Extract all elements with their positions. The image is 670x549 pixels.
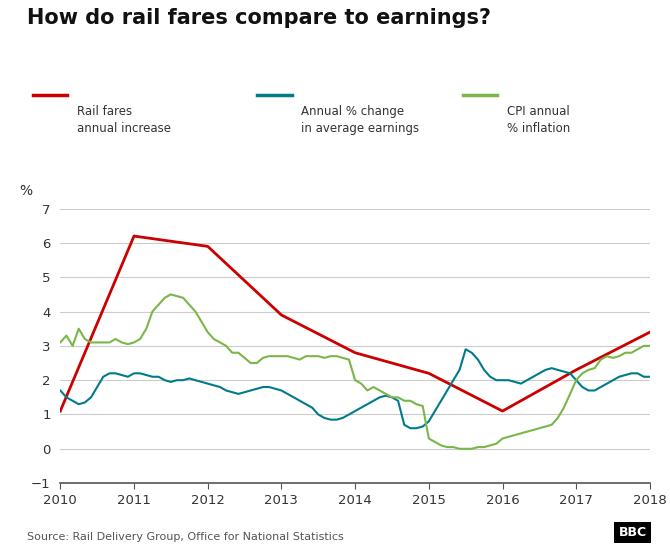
Text: Annual % change
in average earnings: Annual % change in average earnings xyxy=(301,105,419,136)
Text: BBC: BBC xyxy=(618,526,647,539)
Text: CPI annual
% inflation: CPI annual % inflation xyxy=(507,105,570,136)
Text: Source: Rail Delivery Group, Office for National Statistics: Source: Rail Delivery Group, Office for … xyxy=(27,532,344,542)
Text: %: % xyxy=(19,183,32,198)
Text: Rail fares
annual increase: Rail fares annual increase xyxy=(76,105,171,136)
Text: How do rail fares compare to earnings?: How do rail fares compare to earnings? xyxy=(27,8,491,28)
